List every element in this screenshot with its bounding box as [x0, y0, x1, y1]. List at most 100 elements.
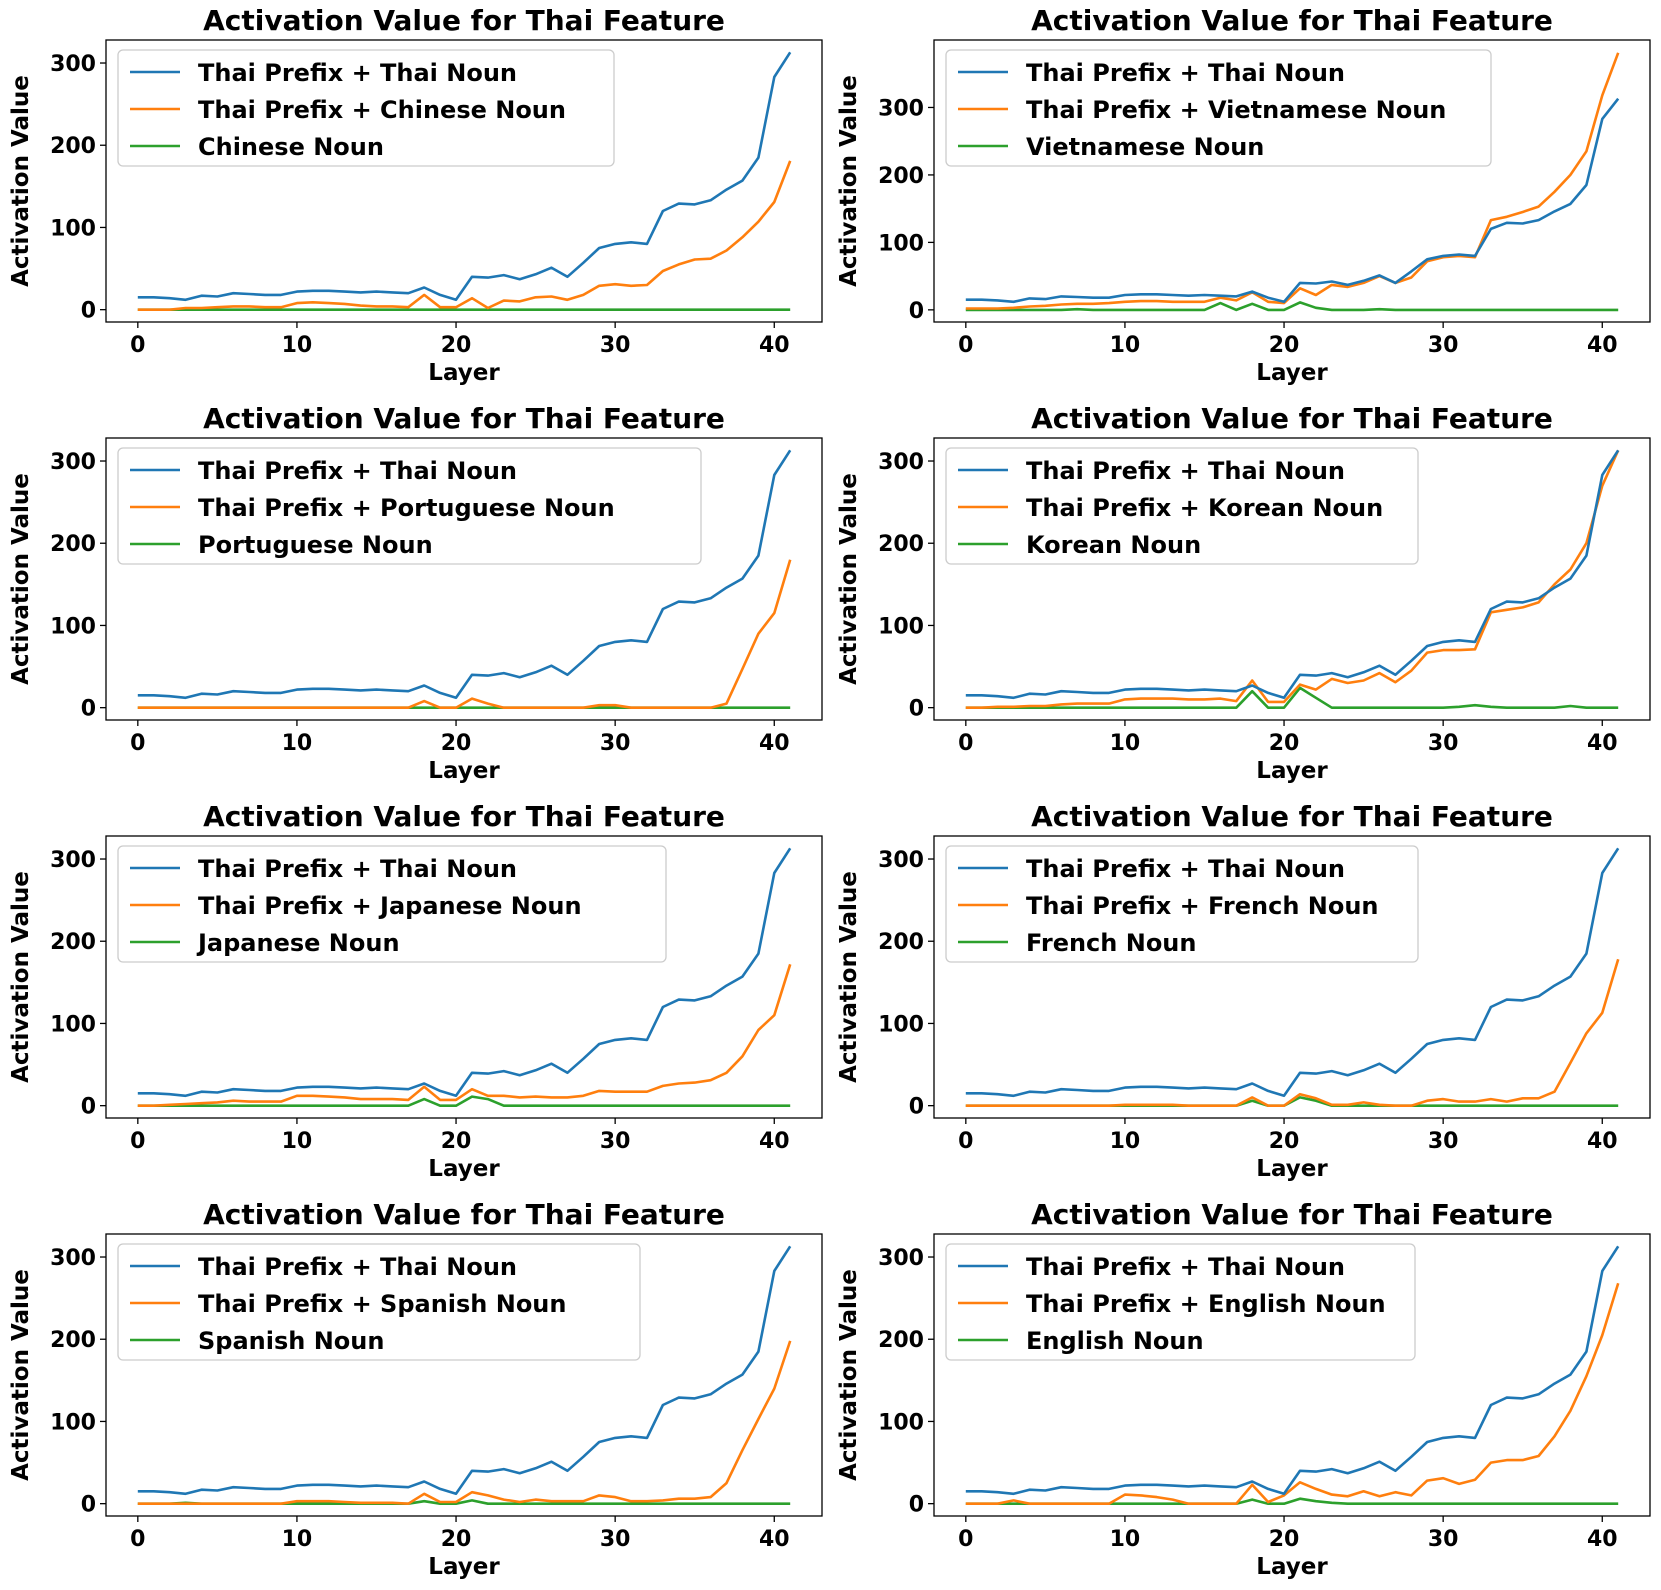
plot-area-frame: [933, 835, 1651, 1119]
x-axis-label: Layer: [428, 1554, 500, 1580]
y-tick-label: 200: [50, 532, 96, 557]
x-tick-label: 20: [1269, 333, 1300, 358]
x-tick-label: 40: [1587, 731, 1618, 756]
series-line-2: [965, 958, 1620, 1107]
y-tick-label: 200: [878, 532, 924, 557]
plot-area-frame: [105, 1233, 823, 1517]
y-axis-label: Activation Value: [836, 473, 862, 685]
legend-label: Spanish Noun: [198, 1327, 384, 1355]
y-tick-label: 300: [50, 1246, 96, 1271]
x-tick-label: 0: [958, 731, 973, 756]
y-tick-label: 0: [909, 1095, 924, 1120]
x-tick-label: 30: [600, 1527, 631, 1552]
legend-box: [945, 845, 1419, 963]
y-tick-label: 200: [878, 1328, 924, 1353]
y-tick-label: 100: [878, 231, 924, 256]
series-line-2: [137, 559, 792, 710]
y-tick-label: 300: [50, 848, 96, 873]
x-tick-label: 40: [759, 1527, 790, 1552]
x-tick-label: 20: [1269, 1129, 1300, 1154]
legend-label: Thai Prefix + Thai Noun: [198, 855, 517, 883]
x-axis-label: Layer: [1256, 360, 1328, 386]
legend-label: Thai Prefix + Spanish Noun: [198, 1290, 566, 1318]
x-tick-label: 10: [282, 333, 313, 358]
y-tick-label: 100: [50, 1012, 96, 1037]
series-line-1: [137, 847, 792, 1098]
chart-title: Activation Value for Thai Feature: [1031, 1198, 1553, 1231]
x-axis-label: Layer: [1256, 1156, 1328, 1182]
x-tick-label: 20: [441, 1527, 472, 1552]
legend-label: Thai Prefix + Portuguese Noun: [198, 494, 615, 522]
x-tick-label: 30: [1428, 1129, 1459, 1154]
x-tick-label: 40: [759, 731, 790, 756]
chart-panel-6: Activation Value for Thai Feature 0 10 20 30…: [836, 800, 1651, 1182]
series-line-2: [965, 449, 1620, 710]
legend-label: Chinese Noun: [198, 133, 384, 161]
y-axis-label: Activation Value: [836, 871, 862, 1083]
legend-label: Portuguese Noun: [198, 531, 433, 559]
y-tick-label: 0: [909, 1493, 924, 1518]
y-tick-label: 200: [50, 134, 96, 159]
x-tick-label: 30: [600, 731, 631, 756]
legend-box: [945, 1243, 1416, 1361]
series-line-1: [965, 449, 1620, 700]
chart-panel-8: Activation Value for Thai Feature 0 10 20 30…: [836, 1198, 1651, 1580]
legend-label: Thai Prefix + Thai Noun: [198, 59, 517, 87]
y-axis-label: Activation Value: [836, 1269, 862, 1481]
y-tick-label: 0: [909, 697, 924, 722]
series-line-3: [965, 686, 1619, 710]
plot-area-frame: [933, 437, 1651, 721]
series-line-2: [965, 1282, 1620, 1505]
y-tick-label: 0: [81, 697, 96, 722]
x-axis-label: Layer: [428, 1156, 500, 1182]
chart-title: Activation Value for Thai Feature: [203, 1198, 725, 1231]
x-tick-label: 10: [282, 731, 313, 756]
chart-panel-2: Activation Value for Thai Feature 0 10 20 30…: [836, 4, 1651, 386]
y-tick-label: 300: [50, 52, 96, 77]
legend-label: Thai Prefix + Japanese Noun: [198, 892, 582, 920]
plot-area-frame: [933, 39, 1651, 323]
legend-label: Thai Prefix + Thai Noun: [1026, 59, 1345, 87]
chart-title: Activation Value for Thai Feature: [203, 800, 725, 833]
series-line-1: [137, 1245, 792, 1496]
series-line-1: [137, 51, 792, 302]
legend-label: Vietnamese Noun: [1026, 133, 1264, 161]
legend-label: Thai Prefix + English Noun: [1026, 1290, 1386, 1318]
x-tick-label: 20: [441, 333, 472, 358]
chart-panel-3: Activation Value for Thai Feature 0 10 20 30…: [8, 402, 823, 784]
legend-box: [945, 49, 1492, 167]
plot-area-frame: [105, 437, 823, 721]
legend-label: French Noun: [1026, 929, 1196, 957]
series-line-1: [965, 847, 1620, 1098]
x-axis-label: Layer: [428, 360, 500, 386]
plot-area-frame: [933, 1233, 1651, 1517]
series-line-2: [965, 52, 1620, 310]
legend-label: Thai Prefix + Thai Noun: [198, 457, 517, 485]
x-tick-label: 0: [130, 731, 145, 756]
y-tick-label: 200: [50, 930, 96, 955]
legend-label: Thai Prefix + Korean Noun: [1026, 494, 1383, 522]
series-line-1: [965, 97, 1620, 304]
chart-title: Activation Value for Thai Feature: [203, 402, 725, 435]
legend-label: Thai Prefix + Thai Noun: [1026, 457, 1345, 485]
x-tick-label: 10: [282, 1527, 313, 1552]
y-tick-label: 100: [878, 1410, 924, 1435]
x-tick-label: 0: [130, 1527, 145, 1552]
plot-area-frame: [105, 835, 823, 1119]
y-tick-label: 300: [878, 848, 924, 873]
x-tick-label: 10: [1110, 1527, 1141, 1552]
chart-panel-7: Activation Value for Thai Feature 0 10 20 30…: [8, 1198, 823, 1580]
x-tick-label: 30: [600, 1129, 631, 1154]
y-tick-label: 200: [50, 1328, 96, 1353]
x-tick-label: 20: [441, 1129, 472, 1154]
y-axis-label: Activation Value: [8, 75, 34, 287]
plot-area-frame: [105, 39, 823, 323]
legend-label: Thai Prefix + Thai Noun: [198, 1253, 517, 1281]
chart-title: Activation Value for Thai Feature: [203, 4, 725, 37]
series-line-2: [137, 963, 792, 1107]
x-tick-label: 0: [958, 333, 973, 358]
x-tick-label: 10: [1110, 1129, 1141, 1154]
legend-box: [117, 1243, 641, 1361]
y-tick-label: 100: [878, 1012, 924, 1037]
legend-label: Korean Noun: [1026, 531, 1201, 559]
